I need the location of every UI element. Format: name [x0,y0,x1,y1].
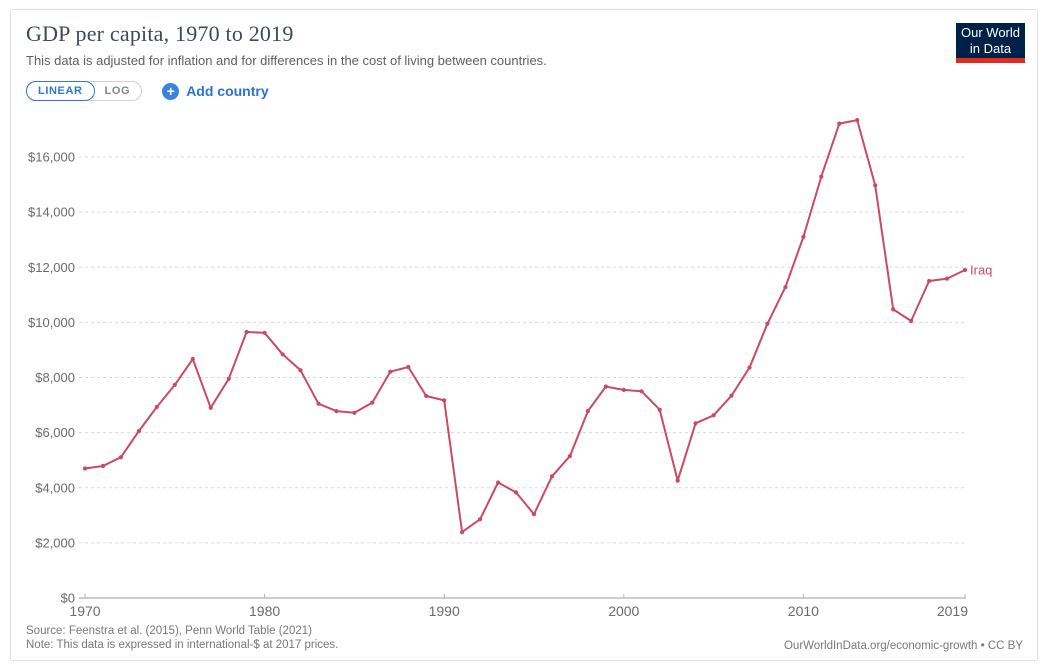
data-point[interactable] [927,278,932,284]
chart-plot-area[interactable]: $0 $2,000 $4,000 $6,000 $8,000 $10,000 $12,000… [11,10,1039,662]
data-point[interactable] [621,387,626,392]
data-point[interactable] [567,454,573,459]
x-axis-tick-label: 1990 [429,603,460,619]
y-axis-tick-label: $4,000 [35,480,75,495]
data-point[interactable] [675,478,680,483]
chart-subtitle: This data is adjusted for inflation and … [26,53,547,68]
owid-logo[interactable]: Our World in Data [956,23,1025,63]
owid-logo-line1: Our World [961,24,1020,40]
data-point[interactable] [639,389,644,394]
y-axis-tick-label: $12,000 [28,260,75,275]
data-point[interactable] [531,512,537,517]
data-point[interactable] [549,474,555,479]
data-point[interactable] [657,407,662,412]
data-point[interactable] [496,480,501,485]
linear-scale-button[interactable]: LINEAR [26,81,95,101]
data-point[interactable] [783,285,788,290]
data-point[interactable] [244,329,249,335]
data-point[interactable] [334,409,339,414]
data-point[interactable] [82,466,88,471]
y-axis-tick-label: $10,000 [28,315,75,330]
log-scale-button[interactable]: LOG [104,85,131,97]
data-point[interactable] [837,121,842,126]
data-point[interactable] [370,400,375,405]
data-point[interactable] [298,368,303,373]
data-point[interactable] [711,413,716,418]
data-point[interactable] [944,276,950,281]
chart-controls: LINEAR LOG + Add country [26,81,269,101]
x-axis-tick-label: 2010 [788,603,819,619]
data-point[interactable] [693,421,698,426]
data-point[interactable] [190,356,195,362]
x-axis-tick-label: 2019 [937,603,968,619]
chart-header: GDP per capita, 1970 to 2019 This data i… [26,21,957,68]
owid-logo-line2: in Data [969,40,1012,56]
data-point[interactable] [100,463,106,469]
y-axis-tick-label: $16,000 [28,150,75,165]
footer-link[interactable]: OurWorldInData.org/economic-growth • CC … [783,640,1023,652]
note-text: Note: This data is expressed in internat… [26,639,339,651]
owid-logo-box: Our World in Data [956,23,1025,58]
data-point[interactable] [118,455,123,460]
data-point[interactable] [855,118,860,123]
owid-logo-red-bar [956,58,1025,63]
data-point[interactable] [478,517,483,522]
data-point[interactable] [316,401,321,406]
data-point[interactable] [603,384,608,389]
data-point[interactable] [172,382,177,387]
data-point[interactable] [262,330,267,335]
chart-footer: Source: Feenstra et al. (2015), Penn Wor… [26,624,1023,652]
x-axis-tick-label: 1980 [249,603,280,619]
y-axis-tick-label: $14,000 [28,205,75,220]
y-axis-tick-label: $6,000 [35,425,75,440]
data-point[interactable] [424,393,429,399]
footer-source-note: Source: Feenstra et al. (2015), Penn Wor… [26,624,338,652]
data-point[interactable] [460,530,465,535]
data-point[interactable] [801,234,806,239]
y-axis-tick-label: $0 [61,591,75,606]
source-text[interactable]: Source: Feenstra et al. (2015), Penn Wor… [26,625,312,637]
gdp-line-iraq[interactable] [84,119,966,534]
y-axis-tick-label: $2,000 [35,535,75,550]
data-point[interactable] [352,410,357,415]
data-point[interactable] [729,393,734,398]
data-point[interactable] [154,404,159,410]
x-axis-tick-label: 2000 [608,603,639,619]
data-point[interactable] [136,428,141,434]
add-country-button[interactable]: + Add country [162,82,269,100]
scale-toggle: LINEAR LOG [26,81,143,101]
data-point[interactable] [891,307,896,312]
series-end-label[interactable]: Iraq [970,263,992,278]
x-axis-tick-label: 1970 [69,603,100,619]
data-point[interactable] [388,369,393,374]
chart-card: GDP per capita, 1970 to 2019 This data i… [10,9,1038,661]
data-point[interactable] [909,318,914,324]
data-point[interactable] [208,405,213,410]
y-axis-tick-label: $8,000 [35,370,75,385]
data-point[interactable] [585,409,591,414]
data-point[interactable] [513,490,519,495]
data-point[interactable] [873,183,878,188]
data-point[interactable] [819,174,824,179]
data-point[interactable] [747,365,752,370]
data-point[interactable] [765,321,770,326]
data-point[interactable] [280,352,285,357]
data-point[interactable] [442,398,447,403]
plus-icon: + [162,82,180,100]
data-point[interactable] [406,364,411,370]
data-point[interactable] [962,267,968,273]
data-point[interactable] [226,376,231,381]
add-country-label: Add country [186,83,269,99]
chart-title: GDP per capita, 1970 to 2019 [26,21,294,46]
